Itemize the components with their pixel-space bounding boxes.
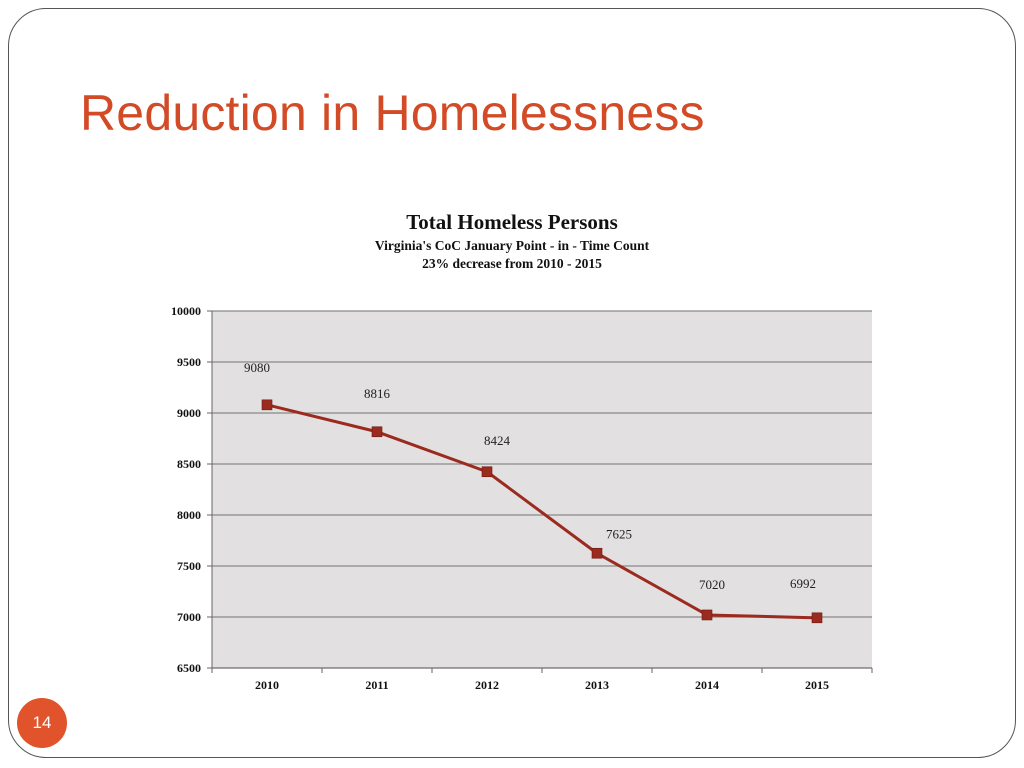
page-number-badge: 14 — [17, 698, 67, 748]
x-tick-label: 2010 — [255, 678, 279, 692]
data-label: 8424 — [484, 433, 511, 448]
data-point — [371, 426, 383, 438]
data-point — [261, 399, 273, 411]
y-tick-label: 6500 — [177, 661, 201, 675]
plot-area — [212, 311, 872, 668]
data-point — [591, 547, 603, 559]
y-tick-label: 8000 — [177, 508, 201, 522]
x-tick-label: 2014 — [695, 678, 719, 692]
series-line — [266, 403, 818, 620]
y-tick-label: 9500 — [177, 355, 201, 369]
data-point — [701, 609, 713, 621]
slide-title: Reduction in Homelessness — [80, 85, 705, 141]
y-tick-label: 7000 — [177, 610, 201, 624]
x-tick-label: 2013 — [585, 678, 609, 692]
x-tick-label: 2015 — [805, 678, 829, 692]
y-tick-label: 10000 — [171, 304, 201, 318]
x-tick-label: 2012 — [475, 678, 499, 692]
chart-title: Total Homeless Persons — [406, 210, 618, 234]
chart-subtitle-decrease: 23% decrease from 2010 - 2015 — [422, 256, 602, 271]
y-tick-label: 8500 — [177, 457, 201, 471]
data-label: 7020 — [699, 577, 725, 592]
y-tick-label: 9000 — [177, 406, 201, 420]
data-point — [481, 466, 493, 478]
x-tick-label: 2011 — [365, 678, 388, 692]
data-label: 7625 — [606, 526, 632, 541]
y-tick-label: 7500 — [177, 559, 201, 573]
data-label: 6992 — [790, 576, 816, 591]
chart-subtitle: Virginia's CoC January Point - in - Time… — [374, 238, 650, 253]
data-label: 8816 — [364, 386, 391, 401]
data-label: 9080 — [244, 360, 270, 375]
data-point — [811, 612, 823, 624]
